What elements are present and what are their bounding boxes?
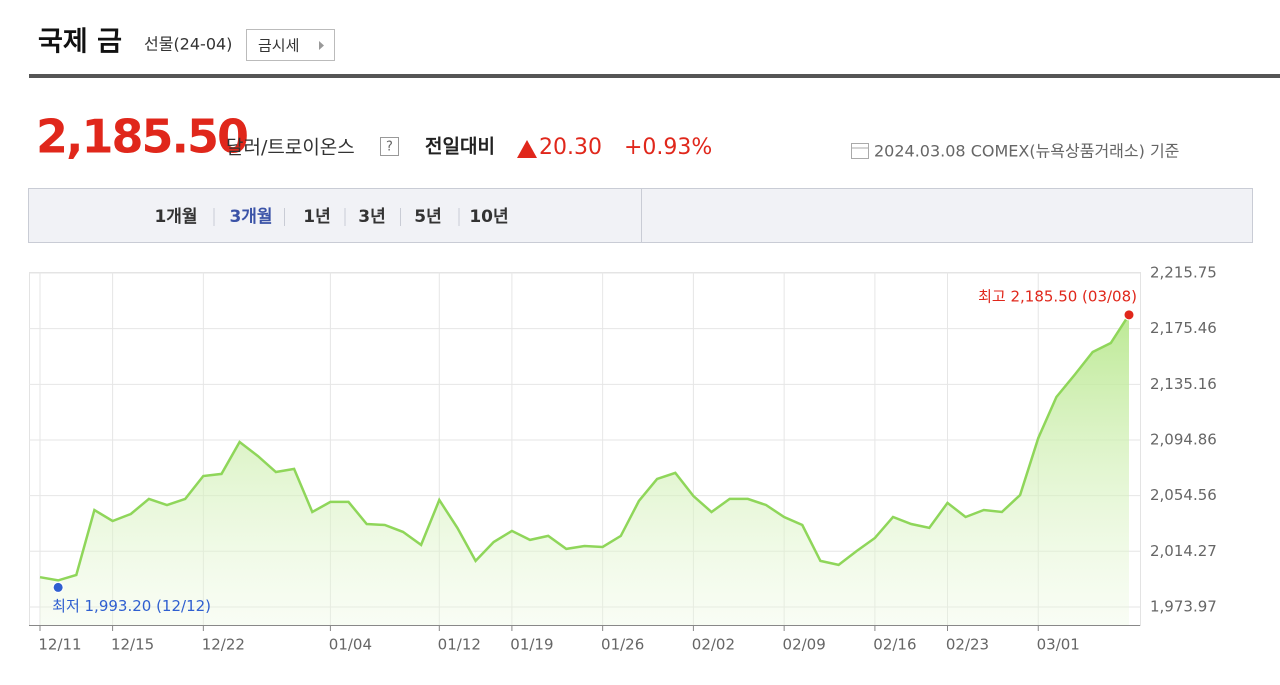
change-percent: +0.93%: [624, 135, 712, 160]
period-tab[interactable]: 5년: [414, 207, 441, 227]
change-label: 전일대비: [425, 136, 495, 158]
gold-price-button[interactable]: 금시세: [246, 29, 335, 61]
x-tick-label: 01/26: [601, 636, 644, 654]
y-tick-label: 2,175.46: [1150, 319, 1217, 337]
x-tick-label: 01/04: [329, 636, 372, 654]
x-tick-label: 12/15: [111, 636, 154, 654]
button-label: 금시세: [258, 37, 299, 55]
x-tick-label: 12/22: [202, 636, 245, 654]
help-icon[interactable]: [380, 137, 399, 156]
y-tick-label: 2,215.75: [1150, 264, 1217, 282]
high-annotation: 최고 2,185.50 (03/08): [978, 287, 1137, 305]
help-text: ?: [386, 140, 393, 155]
period-tabs-bar: [28, 188, 1253, 243]
up-triangle: [517, 140, 537, 158]
x-tick-label: 12/11: [38, 636, 81, 654]
x-tick-label: 02/23: [946, 636, 989, 654]
x-tick-label: 02/09: [783, 636, 826, 654]
x-tick-label: 01/19: [510, 636, 553, 654]
calendar-icon: [851, 143, 869, 159]
current-price: 2,185.50: [36, 110, 247, 164]
x-tick-label: 03/01: [1037, 636, 1080, 654]
period-tab[interactable]: 3년: [358, 207, 385, 227]
page-title: 국제 금: [38, 27, 122, 58]
period-tab[interactable]: 1개월: [154, 207, 197, 227]
y-tick-label: 2,135.16: [1150, 375, 1217, 393]
price-basis: 2024.03.08 COMEX(뉴욕상품거래소) 기준: [874, 142, 1179, 161]
change-value: 20.30: [539, 135, 602, 160]
low-annotation: 최저 1,993.20 (12/12): [52, 597, 211, 615]
price-unit: 달러/트로이온스: [226, 137, 355, 159]
period-tab[interactable]: 3개월: [229, 207, 272, 227]
y-tick-label: 2,094.86: [1150, 430, 1217, 448]
y-tick-label: 2,054.56: [1150, 486, 1217, 504]
period-tab[interactable]: 10년: [469, 207, 508, 227]
low-marker: [52, 581, 64, 593]
button-arrow: [319, 41, 324, 50]
subtitle: 선물(24-04): [144, 35, 232, 54]
price-chart: 2,215.75 2,175.46 2,135.16 2,094.86 2,054.56…: [29, 264, 1217, 654]
x-tick-label: 02/02: [692, 636, 735, 654]
price-line: [39, 314, 1131, 582]
period-tabs: 1개월 3개월 1년 3년 5년 10년: [154, 207, 508, 227]
high-marker: [1123, 309, 1135, 321]
period-tab[interactable]: 1년: [303, 207, 330, 227]
x-tick-label: 02/16: [873, 636, 916, 654]
header-rule: [29, 74, 1280, 78]
y-tick-label: 2,014.27: [1150, 542, 1217, 560]
price-area: [40, 314, 1129, 625]
y-tick-label: 1,973.97: [1150, 597, 1217, 615]
x-tick-label: 01/12: [438, 636, 481, 654]
